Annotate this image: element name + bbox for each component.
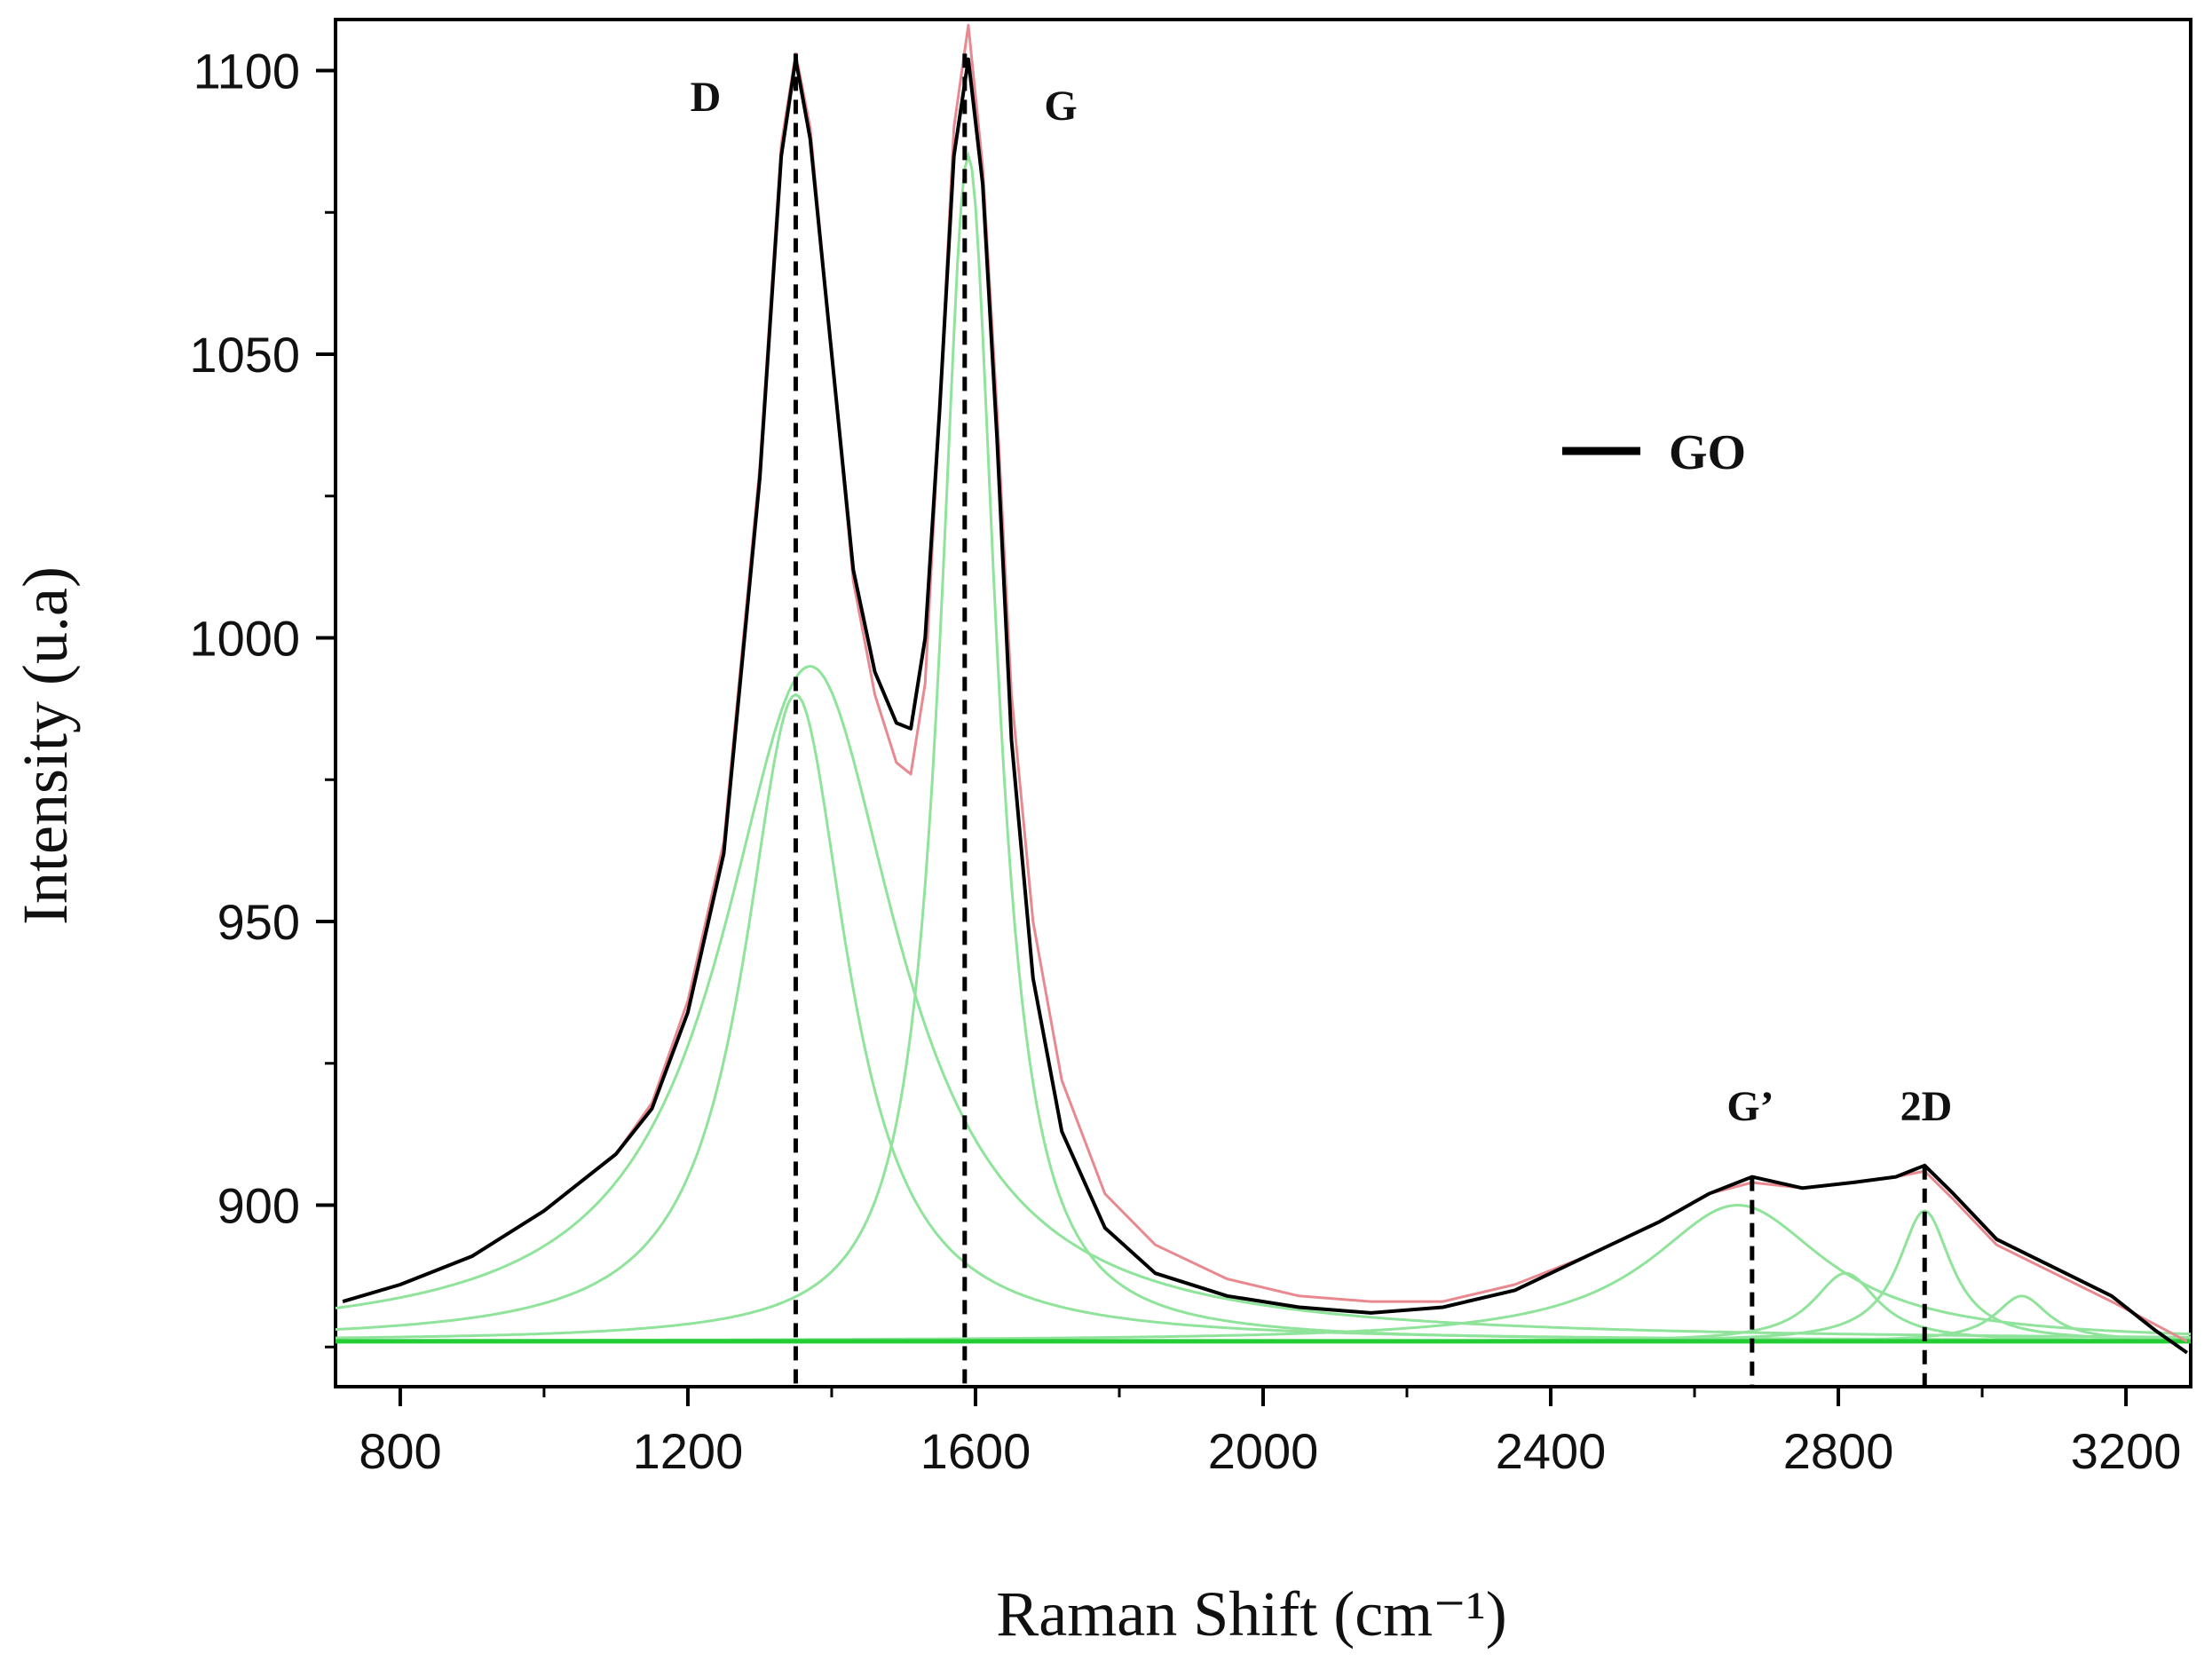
x-axis-title: Raman Shift (cm⁻¹) <box>996 1578 1506 1649</box>
y-axis-title: Intensity (u.a) <box>10 566 81 925</box>
fit-component-2 <box>335 664 2192 1339</box>
plot-frame <box>334 18 2192 1388</box>
axes: 800 1200 1600 2000 2400 2800 3200 900 950 1000 105… <box>189 44 2181 1479</box>
y-tick-label-900: 900 <box>217 1178 300 1234</box>
legend-label-go: GO <box>1669 425 1746 480</box>
fit-components <box>335 150 2192 1343</box>
x-tick-label-800: 800 <box>359 1423 441 1479</box>
peak-label-2d: 2D <box>1900 1083 1953 1130</box>
y-tick-label-1050: 1050 <box>189 327 300 383</box>
fit-component-1 <box>335 692 2191 1341</box>
peak-label-d: D <box>691 74 722 121</box>
y-tick-label-1100: 1100 <box>194 44 300 99</box>
series-line-cumulative-fit <box>342 23 2188 1343</box>
peak-label-g: G <box>1044 83 1077 130</box>
y-tick-label-950: 950 <box>217 894 300 950</box>
fit-component-3 <box>336 150 2191 1342</box>
x-tick-label-1600: 1600 <box>920 1423 1031 1479</box>
peak-markers: D G G’ 2D <box>691 53 1953 1387</box>
series-line-go <box>342 57 2189 1355</box>
x-tick-label-3200: 3200 <box>2071 1423 2182 1479</box>
peak-label-gprime: G’ <box>1726 1083 1774 1130</box>
x-tick-label-2800: 2800 <box>1783 1423 1894 1479</box>
x-tick-label-2000: 2000 <box>1208 1423 1319 1479</box>
y-tick-label-1000: 1000 <box>189 611 300 667</box>
x-tick-label-1200: 1200 <box>633 1423 744 1479</box>
legend: GO <box>1562 425 1746 480</box>
x-tick-label-2400: 2400 <box>1496 1423 1607 1479</box>
fit-component-6 <box>336 1209 2191 1343</box>
spectrum-series <box>342 23 2189 1355</box>
plot-area <box>334 18 2192 1388</box>
